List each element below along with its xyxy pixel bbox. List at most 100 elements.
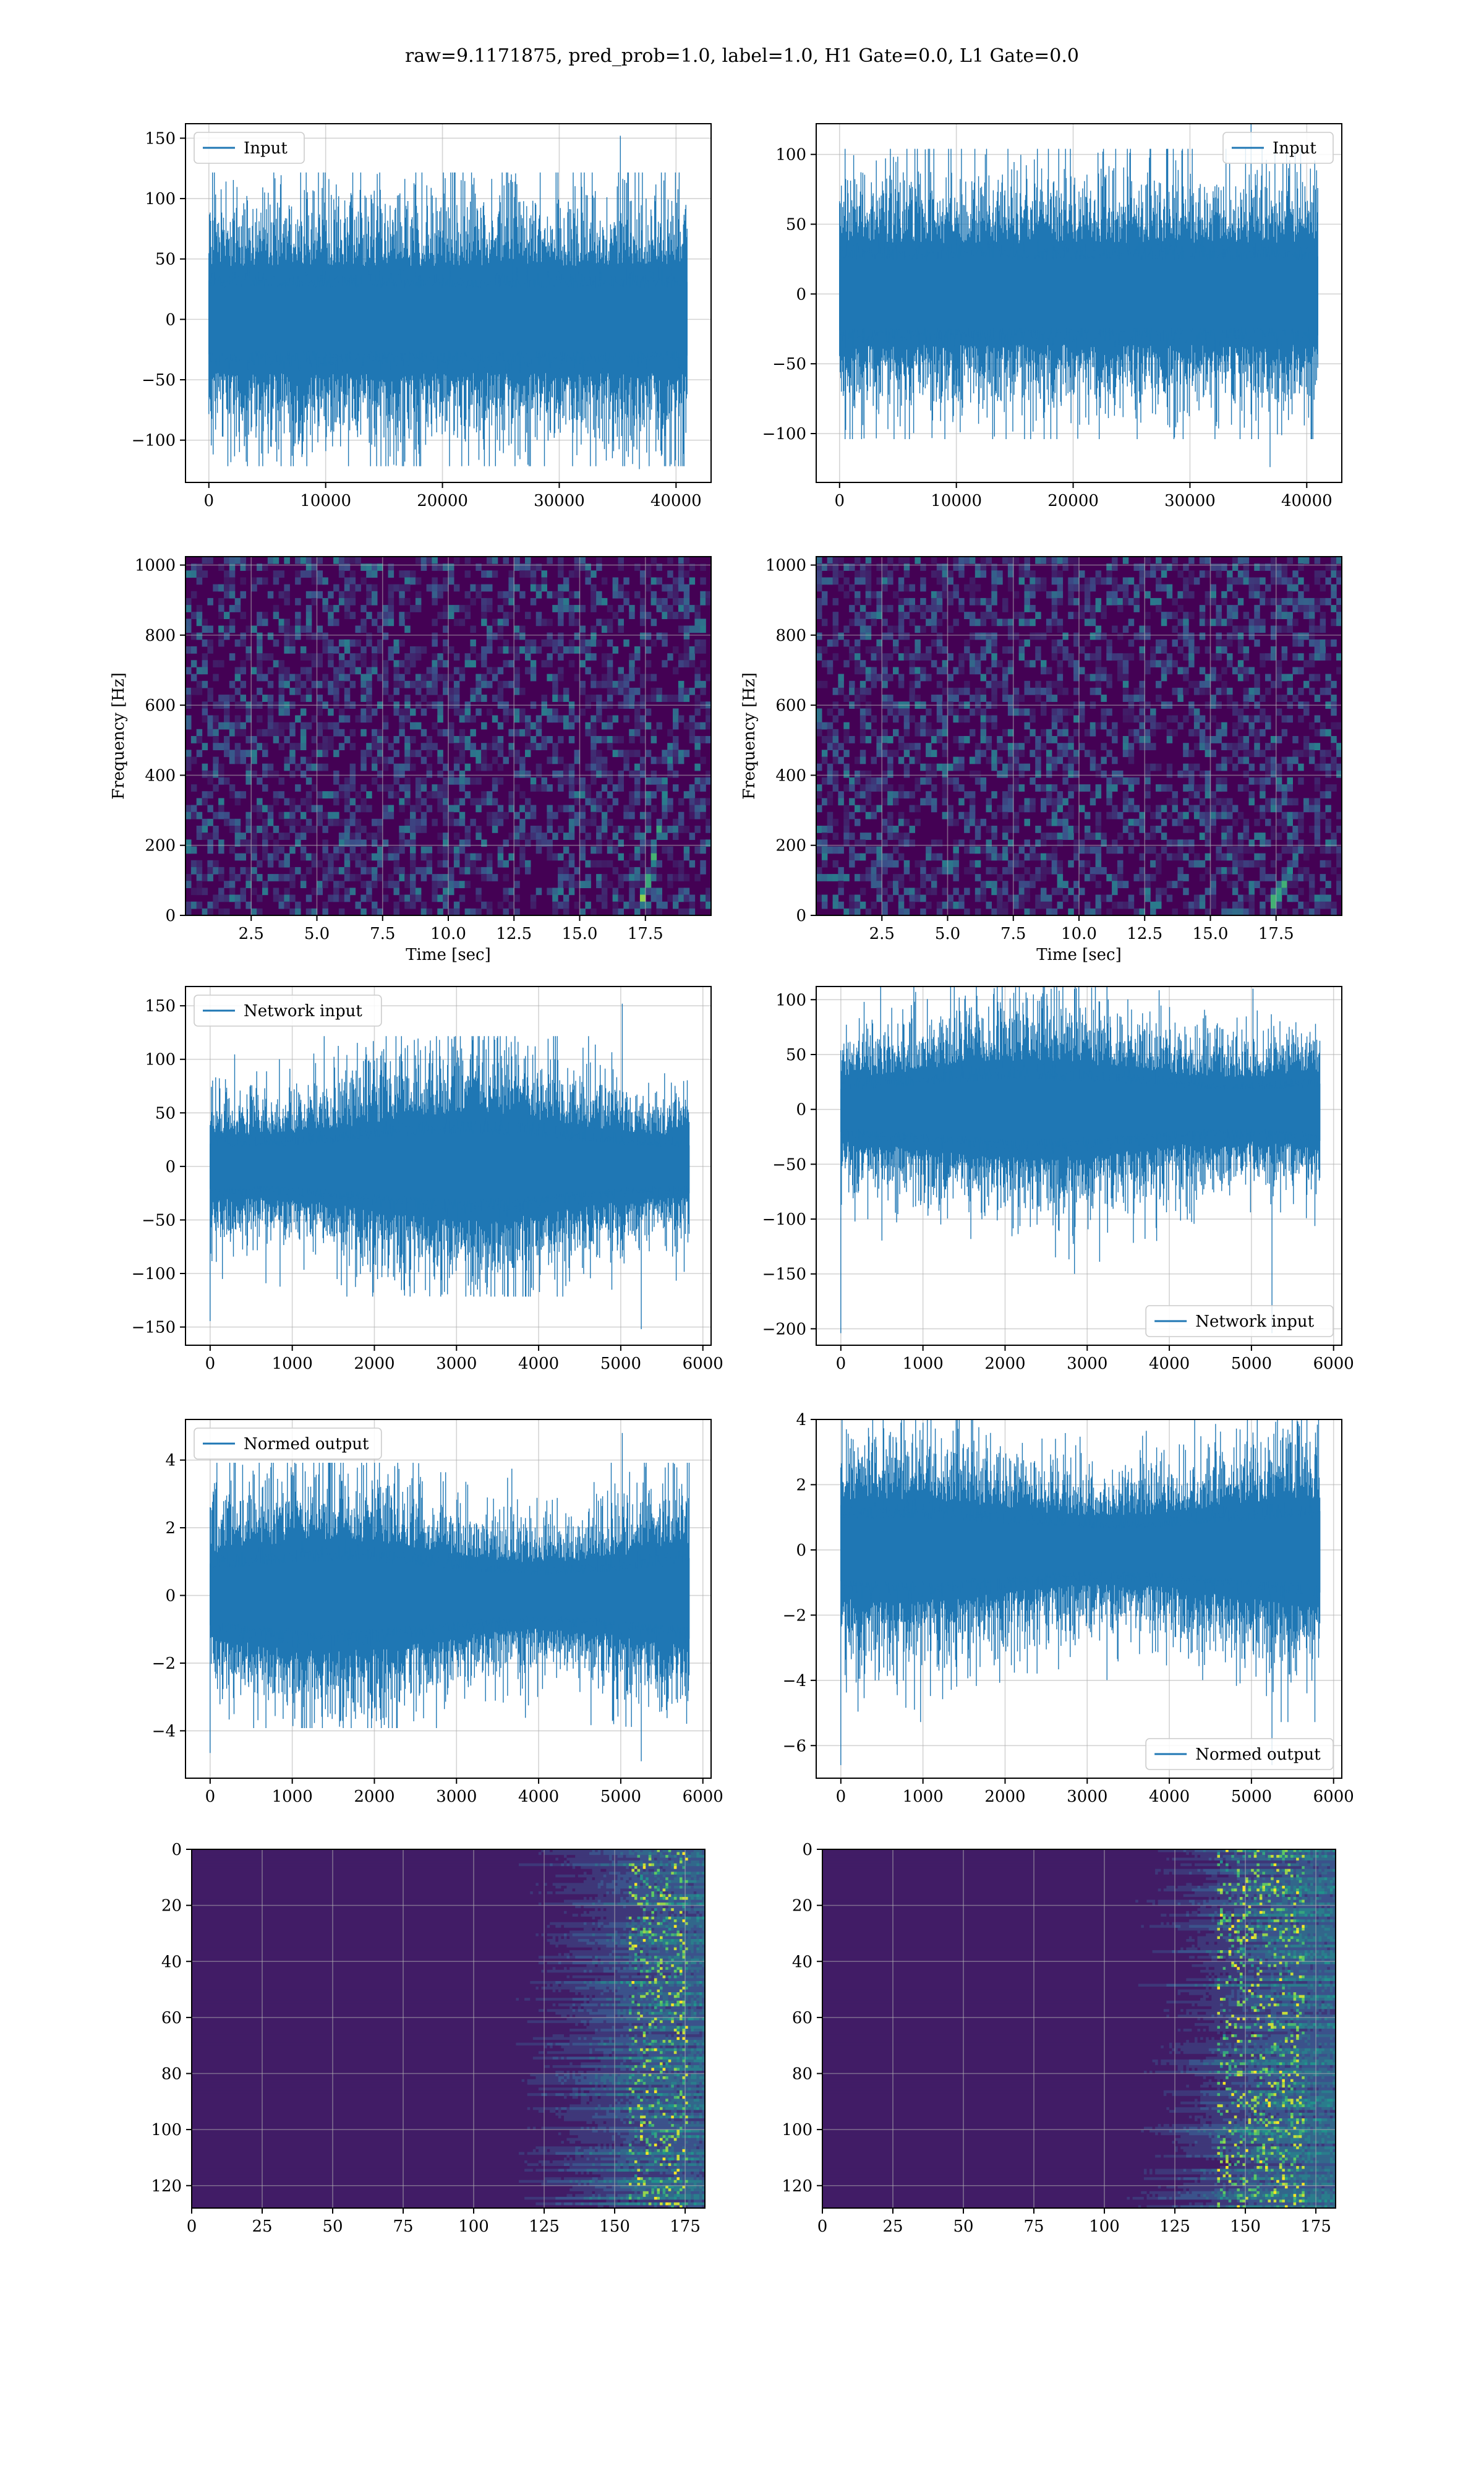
heatmap-cell	[1117, 667, 1124, 675]
heatmap-cell	[1282, 791, 1288, 798]
heatmap-cell	[279, 674, 285, 682]
heatmap-cell	[388, 854, 394, 861]
heatmap-cell	[893, 826, 899, 833]
heatmap-cell	[454, 764, 460, 771]
heatmap-cell	[843, 750, 850, 757]
heatmap-cell	[366, 695, 372, 702]
heatmap-cell	[186, 716, 192, 723]
heatmap-cell	[492, 618, 498, 626]
y-tick-label: −4	[783, 1672, 806, 1690]
x-tick-label: 2000	[984, 1355, 1025, 1373]
heatmap-cell	[498, 819, 504, 826]
heatmap-cell	[366, 716, 372, 723]
heatmap-cell	[860, 771, 866, 778]
heatmap-cell	[1221, 722, 1227, 730]
heatmap-cell	[910, 757, 916, 764]
heatmap-cell	[454, 695, 460, 702]
heatmap-cell	[306, 674, 312, 682]
heatmap-cell	[991, 833, 997, 840]
heatmap-cell	[1167, 736, 1173, 743]
heatmap-cell	[651, 757, 657, 764]
heatmap-cell	[399, 612, 405, 619]
heatmap-cell	[454, 557, 460, 564]
heatmap-cell	[882, 729, 888, 737]
heatmap-cell	[958, 557, 965, 564]
heatmap-cell	[289, 909, 296, 916]
heatmap-cell	[931, 798, 937, 805]
heatmap-cell	[1309, 909, 1315, 916]
heatmap-cell	[1096, 660, 1102, 667]
heatmap-cell	[920, 598, 926, 606]
heatmap-cell	[607, 716, 613, 723]
heatmap-cell	[1057, 640, 1064, 647]
heatmap-cell	[986, 854, 992, 861]
heatmap-cell	[1025, 570, 1031, 578]
heatmap-cell	[1145, 764, 1151, 771]
y-tick-label: 0	[796, 1101, 806, 1119]
heatmap-cell	[1238, 598, 1244, 606]
heatmap-cell	[678, 812, 684, 820]
y-tick-label: −6	[783, 1737, 806, 1755]
heatmap-cell	[1046, 591, 1052, 599]
heatmap-cell	[1211, 716, 1217, 723]
heatmap-cell	[1260, 764, 1266, 771]
heatmap-cell	[904, 860, 910, 868]
heatmap-cell	[591, 750, 597, 757]
heatmap-cell	[822, 660, 828, 667]
heatmap-cell	[1183, 578, 1189, 585]
heatmap-cell	[410, 902, 416, 909]
heatmap-cell	[1057, 874, 1064, 881]
heatmap-cell	[898, 874, 905, 881]
heatmap-cell	[552, 743, 558, 750]
heatmap-cell	[235, 605, 241, 612]
heatmap-cell	[580, 688, 586, 695]
heatmap-cell	[1227, 826, 1233, 833]
heatmap-cell	[585, 722, 591, 730]
heatmap-cell	[1320, 757, 1326, 764]
heatmap-cell	[1243, 833, 1250, 840]
heatmap-cell	[1090, 750, 1096, 757]
heatmap-cell	[503, 716, 510, 723]
heatmap-cell	[1002, 618, 1009, 626]
heatmap-cell	[1062, 819, 1068, 826]
heatmap-cell	[1249, 791, 1255, 798]
heatmap-cell	[1112, 626, 1118, 633]
heatmap-cell	[1079, 743, 1085, 750]
heatmap-cell	[344, 591, 351, 599]
heatmap-cell	[563, 867, 569, 875]
heatmap-cell	[678, 584, 684, 592]
heatmap-cell	[416, 819, 422, 826]
legend: Normed output	[194, 1428, 382, 1459]
heatmap-cell	[1194, 729, 1200, 737]
heatmap-cell	[481, 757, 487, 764]
heatmap-cell	[333, 812, 339, 820]
heatmap-cell	[388, 584, 394, 592]
heatmap-cell	[816, 826, 822, 833]
heatmap-cell	[213, 764, 219, 771]
heatmap-cell	[552, 750, 558, 757]
heatmap-cell	[948, 860, 954, 868]
heatmap-cell	[1232, 578, 1239, 585]
heatmap-cell	[202, 874, 208, 881]
heatmap-cell	[404, 598, 411, 606]
heatmap-cell	[218, 612, 224, 619]
heatmap-cell	[1227, 578, 1233, 585]
heatmap-cell	[569, 812, 575, 820]
heatmap-cell	[404, 895, 411, 902]
heatmap-cell	[1172, 626, 1179, 633]
heatmap-cell	[536, 764, 542, 771]
heatmap-cell	[356, 874, 362, 881]
heatmap-cell	[634, 716, 641, 723]
heatmap-cell	[399, 722, 405, 730]
heatmap-cell	[997, 743, 1003, 750]
heatmap-cell	[569, 854, 575, 861]
heatmap-cell	[1101, 771, 1107, 778]
heatmap-cell	[1035, 612, 1041, 619]
heatmap-cell	[700, 847, 706, 854]
heatmap-cell	[536, 646, 542, 654]
heatmap-cell	[1057, 902, 1064, 909]
heatmap-cell	[1211, 695, 1217, 702]
heatmap-cell	[1298, 888, 1304, 895]
heatmap-cell	[1030, 750, 1036, 757]
heatmap-cell	[241, 854, 247, 861]
